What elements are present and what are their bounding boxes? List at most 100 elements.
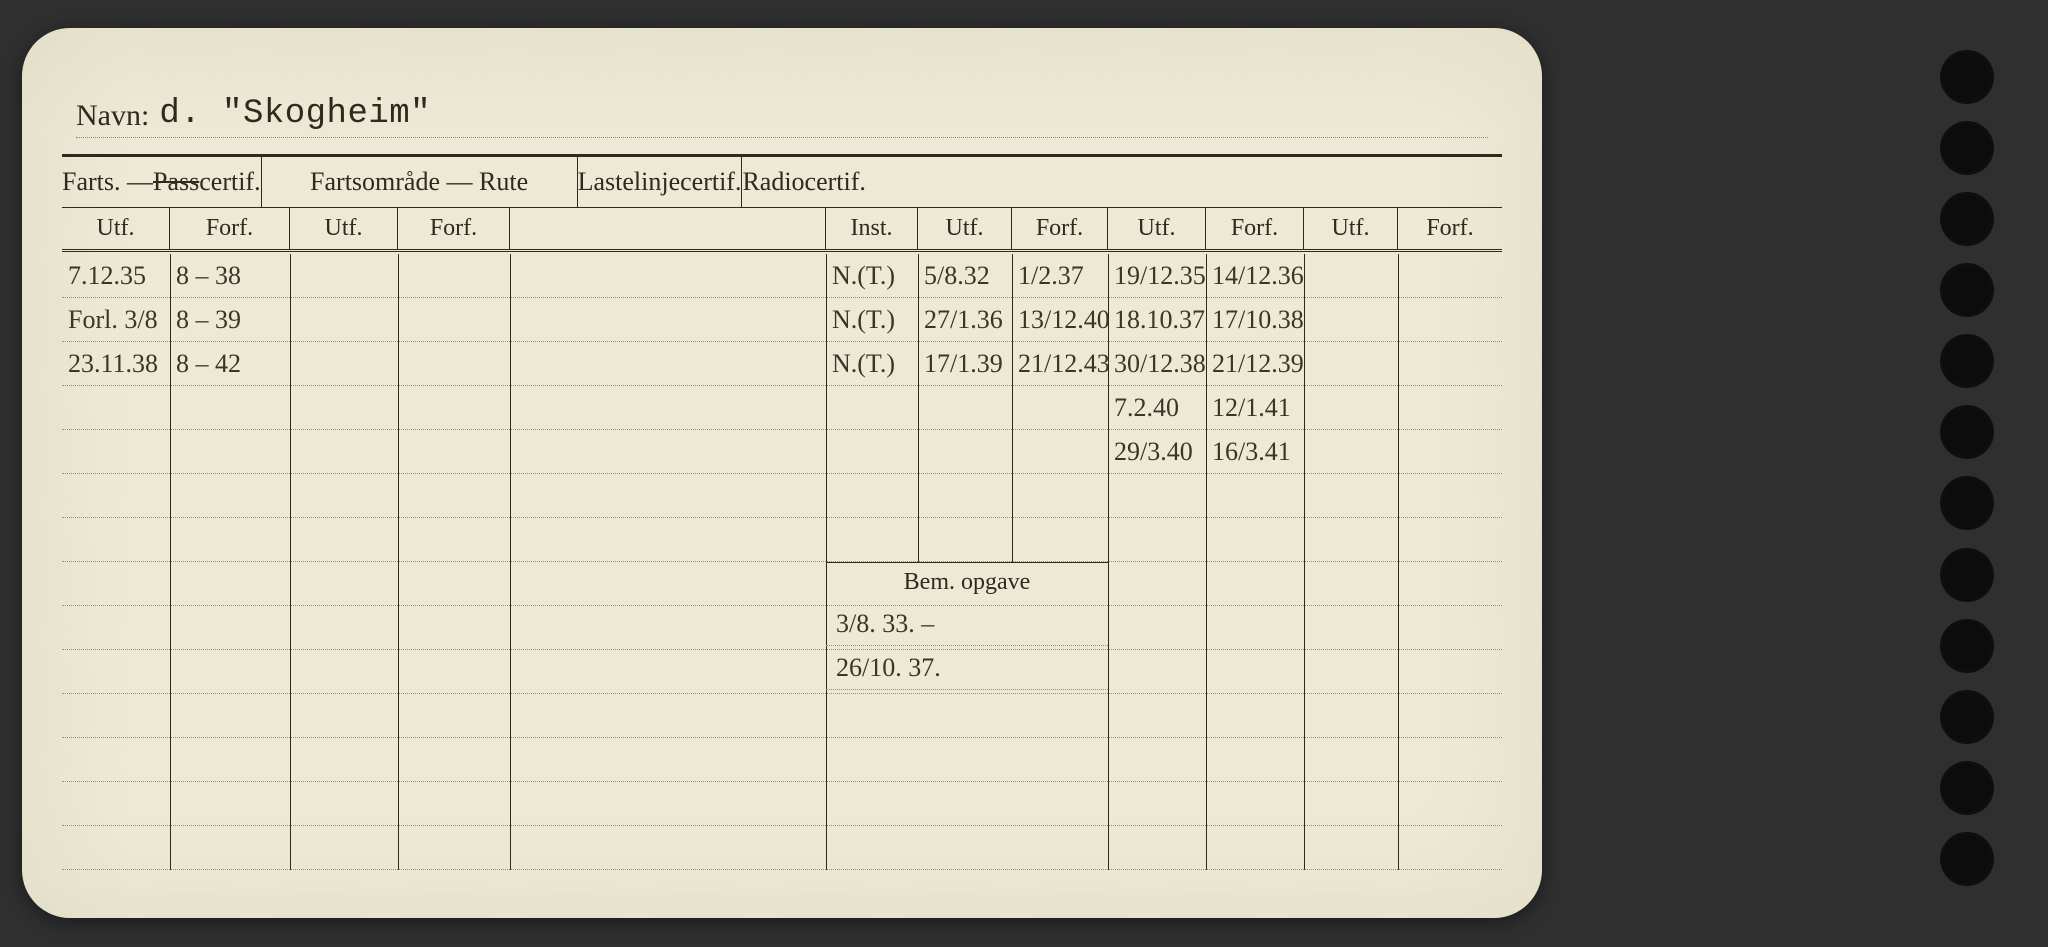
cell-farts_utf2 bbox=[290, 298, 398, 341]
cell-farts_utf bbox=[62, 650, 170, 693]
cell-radio_forf bbox=[1206, 562, 1304, 605]
column-rule bbox=[1304, 254, 1305, 870]
punch-hole bbox=[1940, 121, 1994, 175]
cell-farts_utf bbox=[62, 386, 170, 429]
punch-hole-column bbox=[1940, 44, 2000, 904]
cell-radio_forf2 bbox=[1398, 474, 1502, 517]
cell-farts_utf bbox=[62, 738, 170, 781]
cell-farts_forf2 bbox=[398, 342, 510, 385]
cell-radio_forf2 bbox=[1398, 518, 1502, 561]
cell-farts_utf bbox=[62, 474, 170, 517]
punch-hole bbox=[1940, 548, 1994, 602]
cell-farts_forf bbox=[170, 782, 290, 825]
cell-omrade bbox=[510, 298, 826, 341]
cell-radio_utf2 bbox=[1304, 694, 1398, 737]
cell-radio_forf: 14/12.36 bbox=[1206, 254, 1304, 297]
column-rule bbox=[1012, 254, 1013, 562]
cell-laste_utf bbox=[918, 782, 1012, 825]
cell-laste_utf: 5/8.32 bbox=[918, 254, 1012, 297]
column-rule bbox=[1108, 254, 1109, 870]
cell-radio_utf2 bbox=[1304, 782, 1398, 825]
column-header-row: Utf. Forf. Utf. Forf. Inst. Utf. Forf. U… bbox=[62, 208, 1502, 252]
cell-farts_utf2 bbox=[290, 694, 398, 737]
cell-laste_forf bbox=[1012, 474, 1108, 517]
cell-radio_utf bbox=[1108, 562, 1206, 605]
cell-radio_forf2 bbox=[1398, 386, 1502, 429]
cell-farts_forf2 bbox=[398, 386, 510, 429]
table-row bbox=[62, 474, 1502, 518]
col-laste-inst: Inst. bbox=[826, 208, 918, 249]
table-row bbox=[62, 738, 1502, 782]
cell-omrade bbox=[510, 738, 826, 781]
punch-hole bbox=[1940, 476, 1994, 530]
cell-laste_forf: 1/2.37 bbox=[1012, 254, 1108, 297]
column-rule bbox=[290, 254, 291, 870]
cell-radio_utf: 19/12.35 bbox=[1108, 254, 1206, 297]
cell-radio_utf bbox=[1108, 738, 1206, 781]
cell-laste_forf bbox=[1012, 782, 1108, 825]
index-card: Navn: d. "Skogheim" Farts. — Passcertif.… bbox=[22, 28, 1542, 918]
cell-farts_forf2 bbox=[398, 606, 510, 649]
cell-radio_forf2 bbox=[1398, 650, 1502, 693]
cell-radio_forf2 bbox=[1398, 738, 1502, 781]
cell-radio_utf2 bbox=[1304, 342, 1398, 385]
bem-opgave-rows: 3/8. 33. –26/10. 37. bbox=[826, 602, 1108, 690]
cell-farts_forf: 8 – 38 bbox=[170, 254, 290, 297]
cell-farts_utf2 bbox=[290, 518, 398, 561]
cell-farts_forf bbox=[170, 826, 290, 869]
punch-hole bbox=[1940, 690, 1994, 744]
cell-farts_forf bbox=[170, 430, 290, 473]
cell-farts_utf2 bbox=[290, 386, 398, 429]
column-rule bbox=[1398, 254, 1399, 870]
section-farts: Farts. — Passcertif. bbox=[62, 156, 262, 207]
table-row bbox=[62, 782, 1502, 826]
cell-laste_forf bbox=[1012, 694, 1108, 737]
cell-omrade bbox=[510, 430, 826, 473]
cell-laste_forf bbox=[1012, 386, 1108, 429]
section-fartsomrade: Fartsområde — Rute bbox=[262, 156, 578, 207]
cell-laste_forf bbox=[1012, 518, 1108, 561]
punch-hole bbox=[1940, 619, 1994, 673]
cell-radio_utf2 bbox=[1304, 518, 1398, 561]
cell-radio_forf bbox=[1206, 606, 1304, 649]
cell-farts_forf bbox=[170, 650, 290, 693]
cell-farts_utf2 bbox=[290, 650, 398, 693]
cell-radio_utf bbox=[1108, 694, 1206, 737]
cell-laste_forf bbox=[1012, 826, 1108, 869]
cell-farts_forf bbox=[170, 694, 290, 737]
cell-farts_utf bbox=[62, 826, 170, 869]
cell-radio_utf bbox=[1108, 826, 1206, 869]
cell-radio_utf bbox=[1108, 606, 1206, 649]
cell-omrade bbox=[510, 694, 826, 737]
section-lastelinje: Lastelinjecertif. bbox=[578, 156, 743, 207]
cell-radio_utf bbox=[1108, 518, 1206, 561]
cell-farts_forf2 bbox=[398, 782, 510, 825]
table-row bbox=[62, 518, 1502, 562]
col-farts-forf2: Forf. bbox=[398, 208, 510, 249]
cell-farts_utf bbox=[62, 782, 170, 825]
cell-radio_forf bbox=[1206, 738, 1304, 781]
cell-radio_utf: 18.10.37 bbox=[1108, 298, 1206, 341]
table-row: 23.11.388 – 42N.(T.)17/1.3921/12.4330/12… bbox=[62, 342, 1502, 386]
bem-opgave-header: Bem. opgave bbox=[826, 562, 1108, 602]
cell-laste_inst bbox=[826, 782, 918, 825]
cell-farts_utf bbox=[62, 430, 170, 473]
table-row: 7.2.4012/1.41 bbox=[62, 386, 1502, 430]
col-farts-utf: Utf. bbox=[62, 208, 170, 249]
cell-radio_forf: 12/1.41 bbox=[1206, 386, 1304, 429]
cell-radio_forf2 bbox=[1398, 562, 1502, 605]
cell-farts_utf2 bbox=[290, 562, 398, 605]
cell-radio_utf: 7.2.40 bbox=[1108, 386, 1206, 429]
cell-farts_forf2 bbox=[398, 738, 510, 781]
cell-laste_forf bbox=[1012, 738, 1108, 781]
cell-farts_utf2 bbox=[290, 430, 398, 473]
cell-farts_utf2 bbox=[290, 474, 398, 517]
cell-radio_forf2 bbox=[1398, 694, 1502, 737]
cell-radio_utf2 bbox=[1304, 254, 1398, 297]
cell-radio_forf: 21/12.39 bbox=[1206, 342, 1304, 385]
table-row: 29/3.4016/3.41 bbox=[62, 430, 1502, 474]
cell-farts_utf2 bbox=[290, 738, 398, 781]
cell-farts_forf: 8 – 39 bbox=[170, 298, 290, 341]
cell-farts_utf bbox=[62, 518, 170, 561]
cell-radio_forf bbox=[1206, 826, 1304, 869]
